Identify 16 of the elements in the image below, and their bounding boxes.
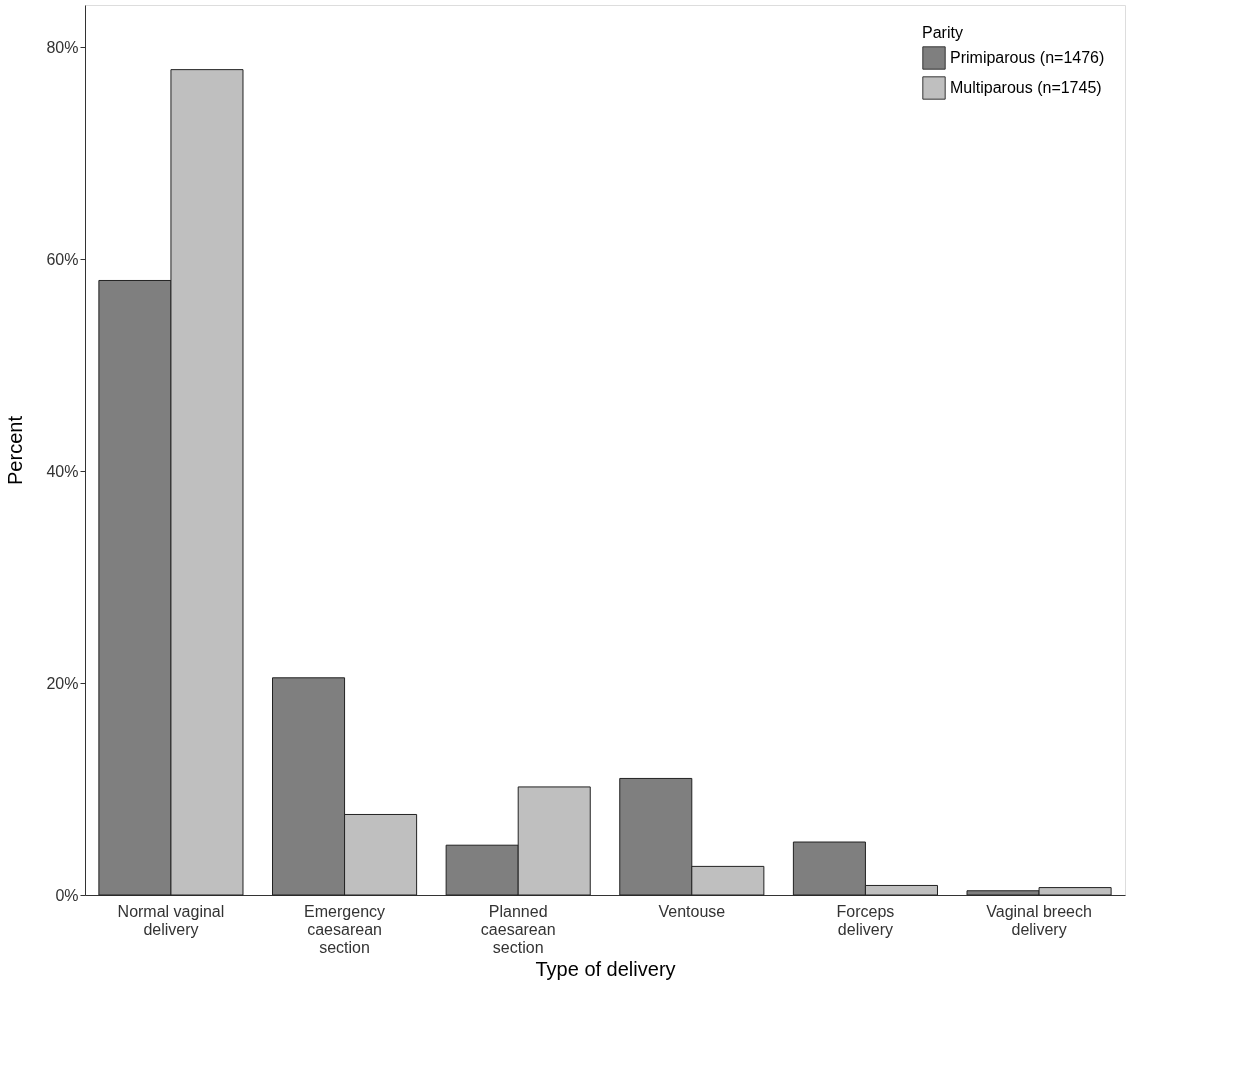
x-tick-label: Normal vaginal delivery	[117, 902, 225, 938]
x-tick-label: Forceps delivery	[836, 902, 895, 938]
y-tick-label: 40%	[46, 462, 79, 480]
x-tick-label: Planned caesarean section	[480, 902, 556, 956]
y-tick-label: 60%	[46, 250, 79, 268]
legend-label: Multiparous (n=1745)	[950, 79, 1102, 96]
y-tick-label: 0%	[55, 886, 79, 904]
y-tick-label: 20%	[46, 674, 79, 692]
x-tick-label: Emergency caesarean section	[304, 902, 386, 956]
y-tick-label: 80%	[46, 38, 79, 56]
x-tick-label: Vaginal breech delivery	[986, 902, 1092, 938]
x-tick-label: Ventouse	[658, 902, 726, 920]
legend-label: Primiparous (n=1476)	[950, 49, 1105, 66]
legend-title: Parity	[922, 24, 963, 41]
y-axis-title: Percent	[4, 415, 27, 485]
x-axis-title: Type of delivery	[535, 957, 676, 980]
